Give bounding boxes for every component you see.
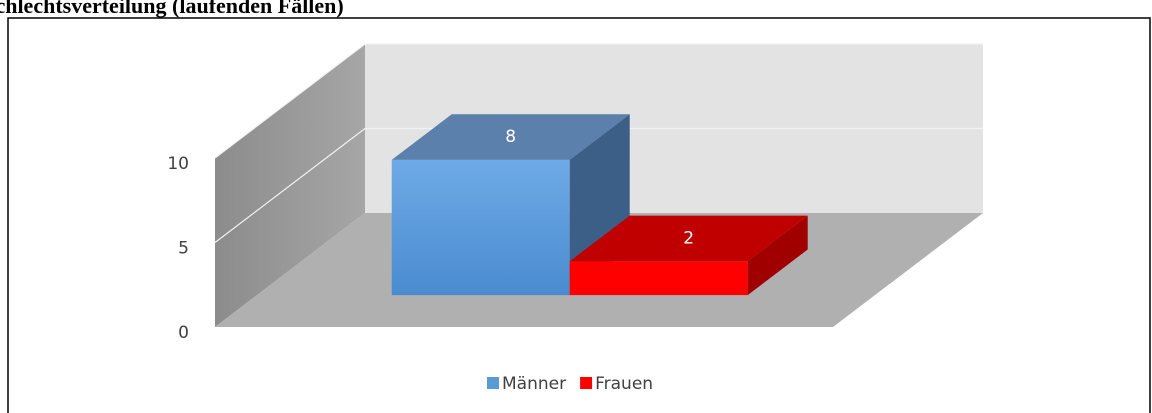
y-tick-label: 0	[178, 323, 189, 343]
grid-line	[214, 127, 983, 243]
legend-swatch	[580, 377, 593, 389]
data-label: 8	[505, 127, 516, 147]
data-label: 2	[683, 228, 694, 248]
legend-label: Frauen	[595, 374, 653, 394]
legend: Männer Frauen	[487, 374, 653, 394]
bar-top	[569, 215, 808, 262]
bar-top	[391, 114, 630, 160]
bar-front	[391, 159, 570, 296]
y-tick-label: 10	[167, 154, 189, 174]
y-tick-label: 5	[178, 239, 189, 259]
grid-line	[214, 43, 983, 159]
bar-front	[569, 261, 748, 296]
bar-side	[747, 215, 808, 296]
plot-area: 0 5 10 8 2	[167, 43, 983, 343]
legend-label: Männer	[502, 374, 566, 394]
chart-title: Geschlechtsverteilung (laufenden Fällen)	[0, 0, 344, 18]
legend-swatch	[487, 377, 499, 389]
